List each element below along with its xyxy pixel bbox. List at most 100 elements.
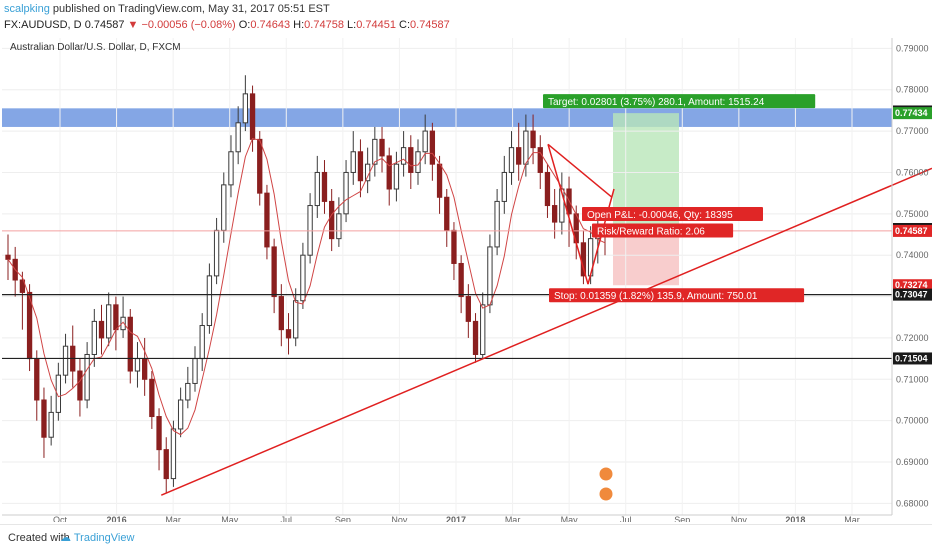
candle-body bbox=[508, 147, 515, 173]
wedge-upper-line[interactable] bbox=[547, 143, 613, 198]
candle-body bbox=[523, 130, 529, 165]
candle-body bbox=[257, 138, 263, 194]
candle-body bbox=[530, 130, 536, 149]
y-tick-label: 0.72000 bbox=[896, 333, 929, 343]
x-tick-label: Sep bbox=[335, 515, 351, 522]
candle-body bbox=[544, 171, 551, 207]
target-label-bg bbox=[543, 94, 816, 109]
candle-body bbox=[400, 147, 407, 165]
price-tag-label: 0.74587 bbox=[895, 226, 928, 236]
tradingview-brand: TradingView bbox=[73, 532, 135, 544]
created-with-text: Created with bbox=[8, 532, 70, 544]
candle-body bbox=[350, 151, 356, 173]
candle-body bbox=[501, 171, 507, 202]
tradingview-logo[interactable]: ☁ TradingView bbox=[60, 531, 134, 544]
x-tick-label: Nov bbox=[391, 515, 408, 522]
candle-body bbox=[113, 304, 119, 331]
candle-body bbox=[170, 428, 177, 480]
ascending-trendline[interactable] bbox=[160, 167, 932, 496]
target-label-text: Target: 0.02801 (3.75%) 280.1, Amount: 1… bbox=[548, 97, 765, 108]
candle-body bbox=[199, 325, 205, 360]
symbol-info: FX:AUDUSD, D 0.74587 ▼ −0.00056 (−0.08%)… bbox=[4, 19, 450, 31]
chart-header: scalpking published on TradingView.com, … bbox=[0, 0, 932, 36]
x-tick-label: Jul bbox=[620, 515, 632, 522]
candle-body bbox=[91, 320, 97, 355]
candle-body bbox=[444, 196, 450, 231]
candle-body bbox=[480, 304, 486, 355]
high-label: H: bbox=[293, 19, 305, 31]
candle-body bbox=[537, 147, 543, 173]
candle-body bbox=[235, 122, 241, 153]
candle-body bbox=[228, 151, 234, 186]
x-tick-label: Sep bbox=[674, 515, 690, 522]
close-label: C: bbox=[399, 19, 411, 31]
x-tick-label: 2016 bbox=[107, 515, 127, 522]
price-tag-label: 0.73047 bbox=[895, 290, 928, 300]
price-tag-bg bbox=[893, 288, 932, 301]
candle-body bbox=[422, 130, 428, 153]
moving-average-line bbox=[7, 137, 606, 436]
candle-body bbox=[516, 147, 522, 165]
author-link[interactable]: scalpking bbox=[4, 3, 50, 15]
candle-body bbox=[55, 374, 62, 413]
resistance-zone[interactable] bbox=[2, 108, 892, 127]
price-tag-label: 0.71504 bbox=[895, 353, 928, 363]
candle-body bbox=[379, 138, 385, 157]
risk-reward-label: Risk/Reward Ratio: 2.06 bbox=[592, 223, 734, 238]
candle-body bbox=[62, 345, 69, 376]
candle-body bbox=[321, 171, 328, 202]
candle-body bbox=[134, 358, 141, 372]
candle-body bbox=[551, 205, 558, 223]
candle-body bbox=[329, 200, 335, 240]
open-label: O: bbox=[238, 19, 251, 31]
candle-body bbox=[41, 399, 47, 438]
candle-body bbox=[213, 229, 220, 277]
candle-body bbox=[77, 370, 83, 401]
x-tick-label: May bbox=[561, 515, 579, 522]
candle-body bbox=[106, 304, 112, 339]
published-text: published on TradingView.com, May 31, 20… bbox=[52, 3, 330, 15]
candle-body bbox=[336, 213, 342, 240]
price-chart[interactable]: Target: 0.02801 (3.75%) 280.1, Amount: 1… bbox=[0, 36, 932, 522]
open-pl-label-bg bbox=[582, 206, 763, 221]
candle-body bbox=[98, 320, 105, 339]
candle-body bbox=[142, 358, 148, 380]
candle-body bbox=[177, 399, 184, 430]
price-tag-bg bbox=[893, 224, 932, 237]
event-marker-icon[interactable] bbox=[598, 486, 614, 502]
candle-body bbox=[5, 254, 11, 260]
candle-body bbox=[429, 130, 436, 165]
stop-zone[interactable] bbox=[613, 230, 679, 286]
candle-body bbox=[278, 296, 284, 331]
y-tick-label: 0.75000 bbox=[896, 209, 929, 219]
candle-body bbox=[221, 184, 227, 231]
candle-body bbox=[34, 358, 40, 401]
candle-body bbox=[393, 163, 400, 190]
candle-body bbox=[494, 200, 500, 248]
stop-label-text: Stop: 0.01359 (1.82%) 135.9, Amount: 750… bbox=[554, 291, 758, 302]
event-marker-icon[interactable] bbox=[598, 466, 614, 482]
publish-info: scalpking published on TradingView.com, … bbox=[4, 3, 330, 15]
symbol-name: FX:AUDUSD, D bbox=[4, 19, 82, 31]
candle-body bbox=[465, 296, 471, 322]
y-tick-label: 0.74000 bbox=[896, 250, 929, 260]
candle-body bbox=[120, 316, 126, 331]
close-value: 0.74587 bbox=[410, 19, 450, 31]
candle-body bbox=[300, 254, 306, 302]
price-tag-bg bbox=[893, 279, 932, 292]
chart-area[interactable]: Target: 0.02801 (3.75%) 280.1, Amount: 1… bbox=[0, 36, 932, 522]
candle-body bbox=[285, 329, 292, 339]
candle-body bbox=[357, 151, 364, 182]
open-pl-label: Open P&L: -0.00046, Qty: 18395 bbox=[582, 206, 763, 221]
price-tag-bg bbox=[893, 352, 932, 365]
x-tick-label: 2017 bbox=[446, 515, 466, 522]
price-tag-bg bbox=[893, 107, 932, 120]
y-tick-label: 0.70000 bbox=[896, 416, 929, 426]
candle-body bbox=[264, 192, 270, 248]
candle-body bbox=[293, 300, 299, 339]
wedge-lower-line[interactable] bbox=[547, 144, 589, 285]
y-tick-label: 0.68000 bbox=[896, 498, 929, 508]
candle-body bbox=[458, 262, 464, 298]
candle-body bbox=[307, 205, 313, 256]
candle-body bbox=[343, 171, 349, 215]
